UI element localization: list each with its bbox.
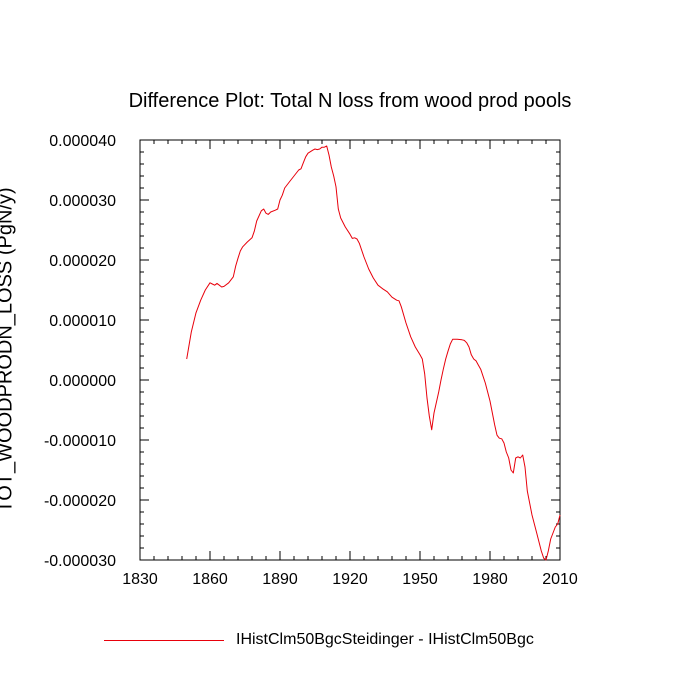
y-tick-label: 0.000040 bbox=[49, 133, 116, 150]
legend: IHistClm50BgcSteidinger - IHistClm50Bgc bbox=[104, 628, 534, 652]
x-tick-label: 1890 bbox=[262, 571, 298, 588]
x-tick-label: 2010 bbox=[542, 571, 578, 588]
y-tick-label: -0.000020 bbox=[44, 493, 116, 510]
y-tick-label: -0.000010 bbox=[44, 433, 116, 450]
x-tick-label: 1950 bbox=[402, 571, 438, 588]
y-tick-label: 0.000030 bbox=[49, 193, 116, 210]
x-tick-label: 1920 bbox=[332, 571, 368, 588]
y-tick-label: 0.000010 bbox=[49, 313, 116, 330]
x-tick-label: 1980 bbox=[472, 571, 508, 588]
x-tick-label: 1860 bbox=[192, 571, 228, 588]
plot-frame bbox=[139, 139, 561, 561]
y-tick-label: 0.000020 bbox=[49, 253, 116, 270]
series-line bbox=[186, 145, 561, 561]
y-tick-label: 0.000000 bbox=[49, 373, 116, 390]
chart-title: Difference Plot: Total N loss from wood … bbox=[128, 90, 572, 112]
legend-swatch bbox=[104, 639, 224, 641]
y-tick-label: -0.000030 bbox=[44, 553, 116, 570]
x-tick-label: 1830 bbox=[122, 571, 158, 588]
legend-label: IHistClm50BgcSteidinger - IHistClm50Bgc bbox=[236, 631, 534, 648]
